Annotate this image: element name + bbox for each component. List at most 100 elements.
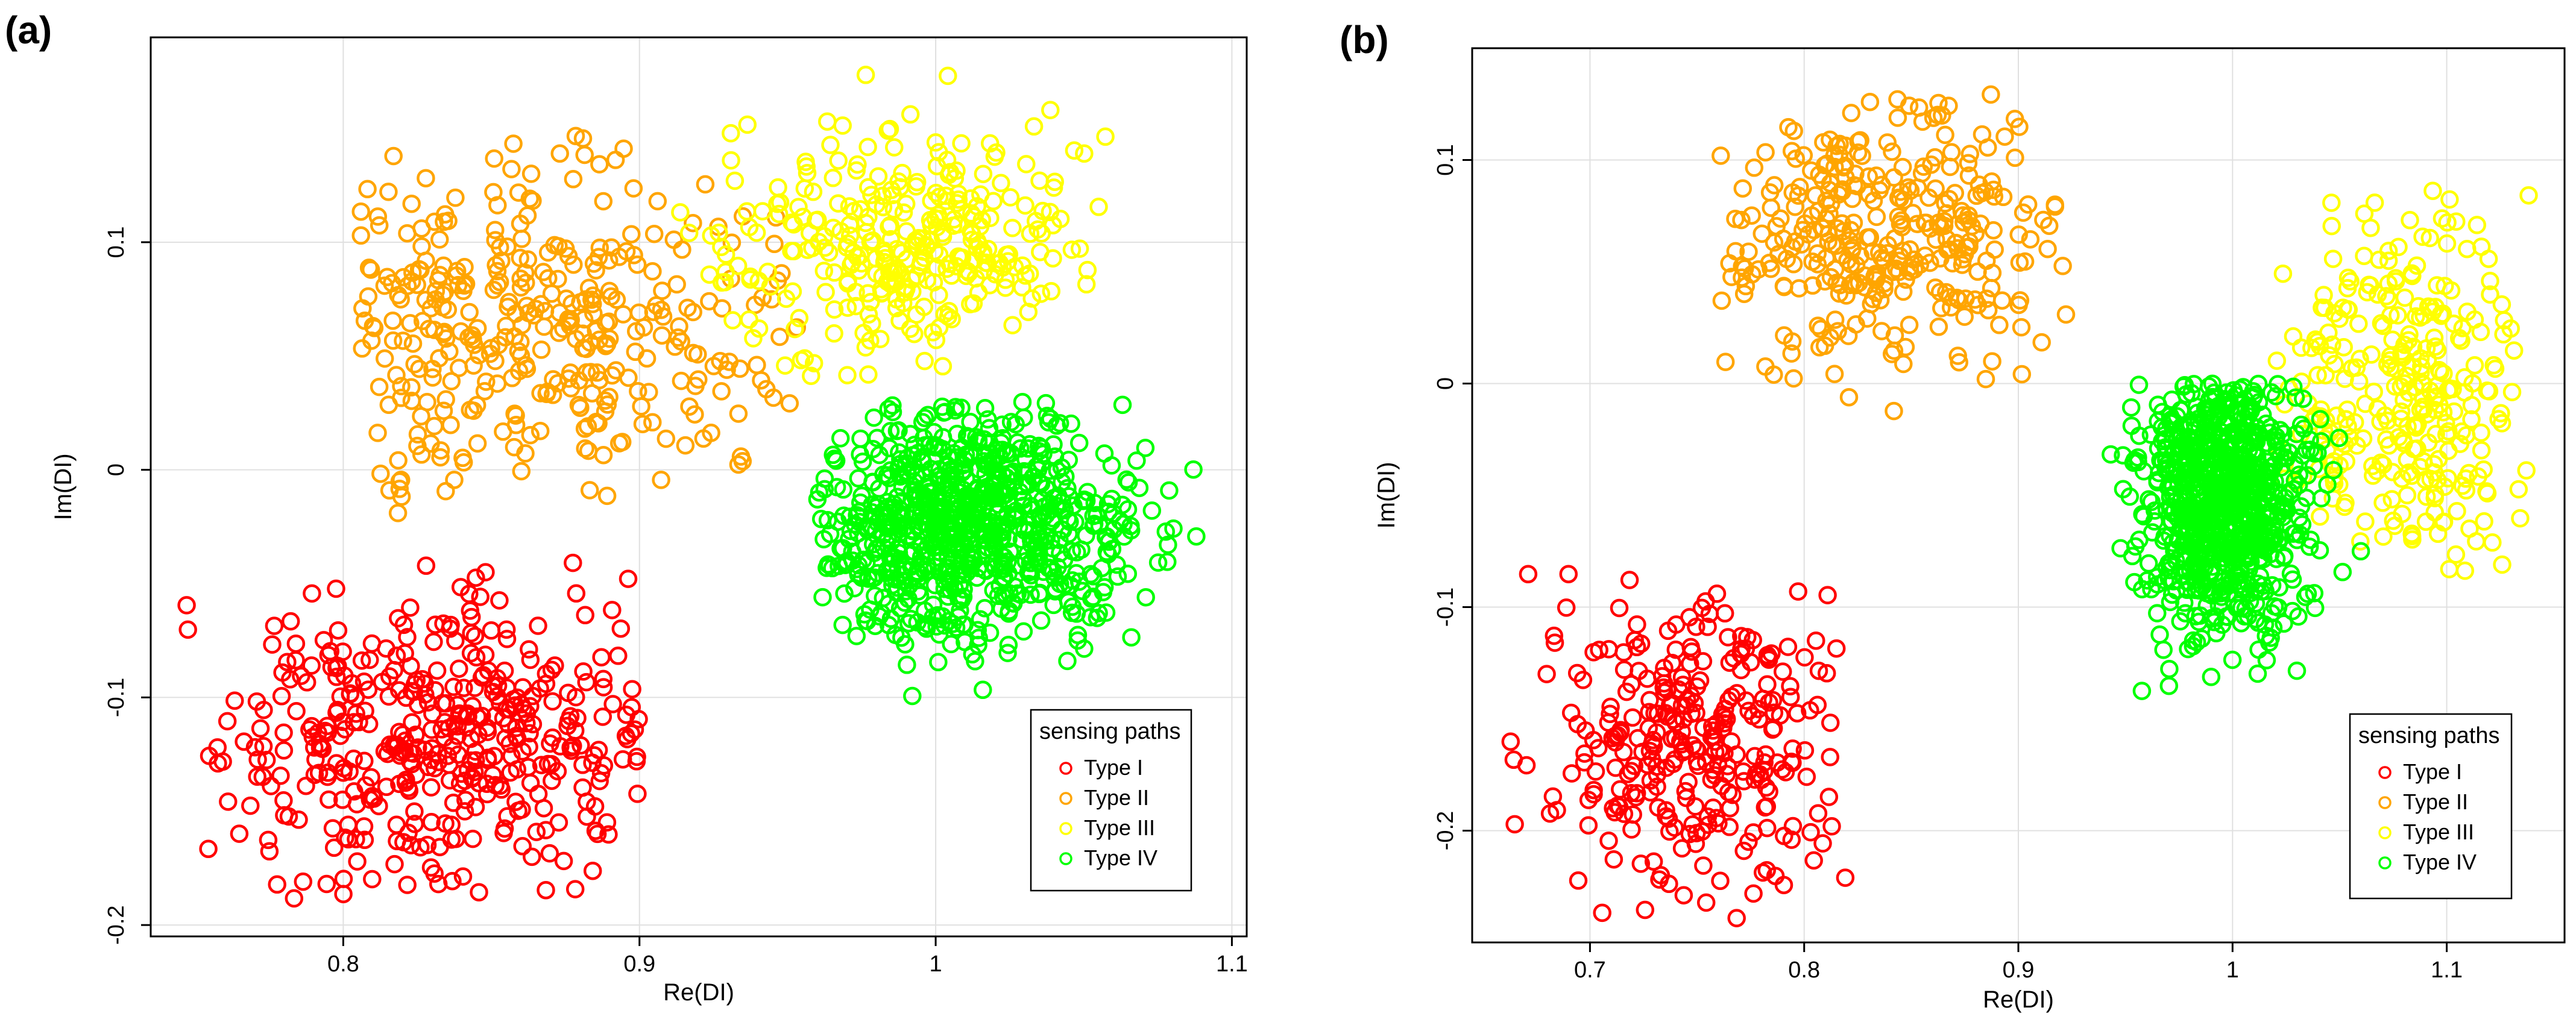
panel-a-point-type-1 xyxy=(508,760,527,779)
panel-a-point-type-2 xyxy=(388,504,408,522)
panel-a-point-type-3 xyxy=(897,279,916,298)
panel-a-point-type-1 xyxy=(435,728,454,747)
panel-b-point-type-3 xyxy=(2308,366,2327,384)
panel-a-point-type-2 xyxy=(391,290,410,309)
panel-a-point-type-2 xyxy=(652,471,670,489)
panel-b-point-type-3 xyxy=(2445,402,2464,421)
panel-b-point-type-1 xyxy=(1755,753,1774,772)
panel-a-point-type-1 xyxy=(583,861,602,880)
panel-b-x-tick-label-2: 0.9 xyxy=(2003,957,2035,983)
panel-b-point-type-1 xyxy=(1579,791,1598,809)
panel-a-point-type-4 xyxy=(908,613,927,632)
panel-a-point-type-1 xyxy=(448,726,467,745)
panel-a-point-type-1 xyxy=(317,874,336,894)
panel-b-point-type-1 xyxy=(1765,703,1784,722)
panel-a-point-type-1 xyxy=(450,659,468,678)
panel-b-point-type-1 xyxy=(1666,729,1685,748)
panel-b-point-type-2 xyxy=(1733,268,1751,287)
panel-b-point-type-1 xyxy=(1681,654,1699,673)
panel-a-point-type-1 xyxy=(592,648,611,666)
panel-b-point-type-3 xyxy=(2467,532,2486,551)
panel-b-point-type-1 xyxy=(1639,719,1658,738)
panel-b-point-type-2 xyxy=(1900,258,1919,277)
panel-a-point-type-2 xyxy=(351,226,370,245)
panel-a-point-type-2 xyxy=(488,196,507,215)
panel-a-point-type-2 xyxy=(390,480,409,498)
panel-b-point-type-3 xyxy=(2412,357,2431,376)
panel-a-point-type-1 xyxy=(444,794,463,812)
panel-a-point-type-4 xyxy=(1118,564,1138,583)
panel-a-point-type-3 xyxy=(878,121,898,140)
panel-b-point-type-2 xyxy=(1872,322,1891,340)
panel-a-point-type-2 xyxy=(383,331,403,350)
panel-a-point-type-1 xyxy=(593,707,613,726)
panel-b-point-type-3 xyxy=(2383,330,2402,349)
panel-b-point-type-2 xyxy=(1959,154,1978,172)
panel-b-point-type-2 xyxy=(1950,353,1968,372)
panel-a-point-type-1 xyxy=(333,712,352,732)
panel-a-point-type-4 xyxy=(1030,585,1049,604)
panel-b-point-type-1 xyxy=(1773,662,1792,681)
panel-b-point-type-3 xyxy=(2273,264,2293,283)
panel-b-point-type-3 xyxy=(2311,507,2329,526)
panel-b-point-type-3 xyxy=(2361,276,2380,295)
panel-b-point-type-1 xyxy=(1638,669,1657,688)
panel-b-point-type-1 xyxy=(1557,598,1576,617)
panel-a-point-type-3 xyxy=(776,356,795,375)
panel-a-point-type-1 xyxy=(230,824,249,843)
panel-b-point-type-3 xyxy=(2356,512,2375,531)
panel-a-point-type-2 xyxy=(673,240,691,259)
panel-a-point-type-3 xyxy=(933,357,953,376)
panel-b-point-type-4 xyxy=(2238,451,2256,470)
panel-b-point-type-1 xyxy=(1505,815,1524,834)
panel-a-point-type-3 xyxy=(848,155,867,174)
panel-a-point-type-1 xyxy=(568,709,587,727)
panel-a-point-type-2 xyxy=(379,183,398,201)
panel-b-point-type-2 xyxy=(1825,157,1844,177)
panel-a-point-type-4 xyxy=(847,627,866,645)
panel-a-point-type-1 xyxy=(235,732,253,751)
panel-a-point-type-2 xyxy=(445,471,464,489)
panel-a-point-type-4 xyxy=(814,530,833,549)
panel-a-point-type-1 xyxy=(411,838,430,857)
panel-a-point-type-4 xyxy=(1063,597,1082,616)
panel-a-point-type-2 xyxy=(368,424,387,442)
panel-a-point-type-2 xyxy=(626,322,646,341)
panel-b-point-type-4 xyxy=(2329,428,2349,448)
panel-b-point-type-3 xyxy=(2443,380,2462,398)
panel-b-point-type-1 xyxy=(1622,783,1641,803)
panel-a-point-type-3 xyxy=(671,203,690,222)
panel-a-point-type-1 xyxy=(423,739,441,758)
panel-b-point-type-2 xyxy=(1937,230,1956,248)
panel-b-point-type-2 xyxy=(1825,310,1845,329)
panel-b-point-type-4 xyxy=(2241,583,2260,603)
panel-b-point-type-4 xyxy=(2266,387,2285,406)
panel-a-point-type-1 xyxy=(333,642,352,661)
panel-a-point-type-4 xyxy=(863,503,881,522)
panel-b-point-type-4 xyxy=(2174,594,2194,612)
panel-b-point-type-1 xyxy=(1836,868,1855,887)
panel-a-point-type-1 xyxy=(490,591,509,610)
panel-a-point-type-1 xyxy=(457,706,476,725)
panel-a-point-type-1 xyxy=(281,612,300,631)
panel-a-point-type-2 xyxy=(505,437,524,457)
panel-a-point-type-1 xyxy=(603,601,622,619)
panel-a-point-type-4 xyxy=(1021,585,1040,604)
panel-b-point-type-3 xyxy=(2425,388,2444,407)
panel-a-point-type-2 xyxy=(435,212,453,231)
panel-a-point-type-3 xyxy=(933,224,952,243)
panel-b-point-type-2 xyxy=(1775,277,1793,296)
panel-b-point-type-2 xyxy=(1919,188,1938,207)
panel-a-point-type-4 xyxy=(1122,628,1141,647)
panel-a-point-type-1 xyxy=(523,847,541,867)
panel-a-point-type-1 xyxy=(527,823,546,841)
panel-b-point-type-4 xyxy=(2219,416,2238,434)
panel-b-point-type-3 xyxy=(2448,502,2466,521)
panel-a-point-type-1 xyxy=(354,672,374,691)
panel-b-point-type-2 xyxy=(1828,219,1847,238)
panel-a-point-type-1 xyxy=(478,748,497,767)
panel-a-point-type-2 xyxy=(453,448,472,468)
panel-a-point-type-2 xyxy=(584,304,603,323)
panel-b-point-type-3 xyxy=(2382,490,2401,509)
panel-a-point-type-1 xyxy=(344,749,363,768)
